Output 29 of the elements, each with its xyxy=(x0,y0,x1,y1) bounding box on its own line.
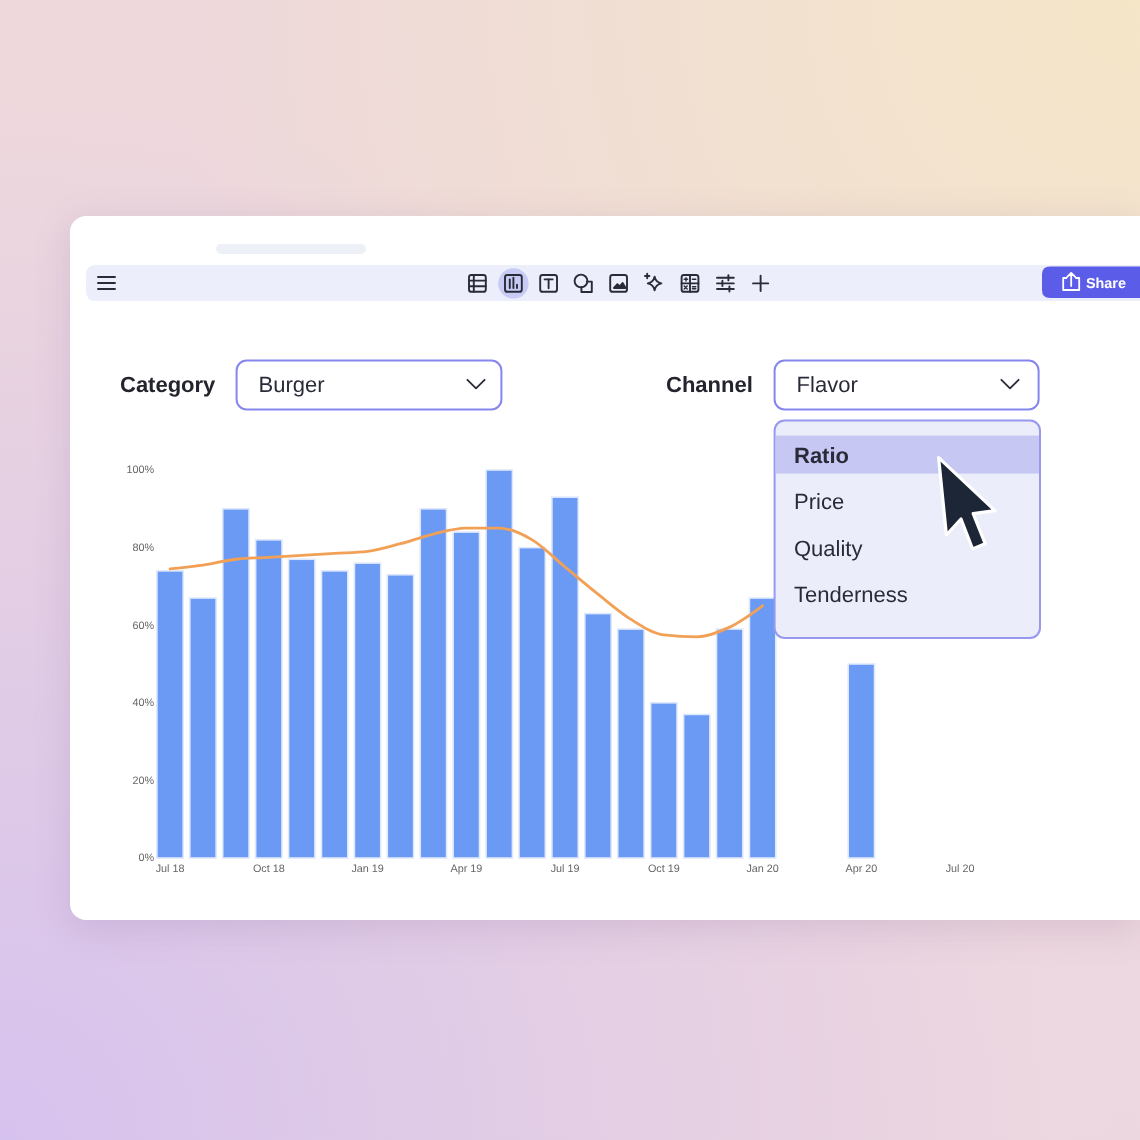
text: Burger xyxy=(258,374,326,398)
bar xyxy=(682,713,711,859)
bar xyxy=(616,628,645,859)
annotation: Tenderness xyxy=(794,584,909,609)
bar xyxy=(518,546,547,859)
bar xyxy=(551,496,580,859)
bar xyxy=(287,558,316,859)
bar xyxy=(189,597,217,859)
text: Category xyxy=(120,374,218,398)
text: Flavor xyxy=(796,374,859,398)
bar xyxy=(847,663,876,859)
annotation: Quality xyxy=(794,537,864,562)
bar xyxy=(156,570,185,859)
line-series xyxy=(168,526,764,639)
bar xyxy=(353,562,382,859)
text: Channel xyxy=(666,374,753,398)
bar xyxy=(485,469,514,859)
bar xyxy=(386,573,415,859)
bar xyxy=(221,508,250,859)
bar xyxy=(649,702,678,859)
bar xyxy=(452,531,481,859)
text: Ratio xyxy=(794,444,850,469)
bar xyxy=(254,539,283,859)
annotation: Price xyxy=(794,491,845,516)
bar xyxy=(584,612,612,859)
bar xyxy=(748,597,777,859)
bar xyxy=(715,628,744,859)
bar xyxy=(419,508,448,859)
bar xyxy=(320,570,349,859)
